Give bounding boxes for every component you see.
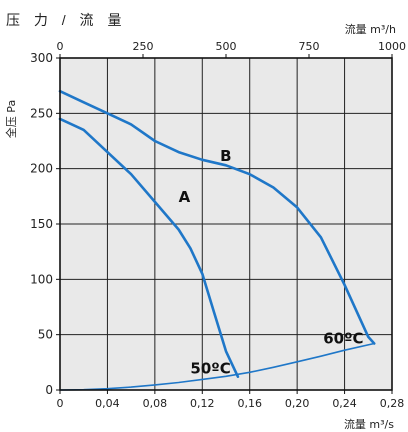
curves: [58, 89, 376, 391]
y-tick-label: 200: [30, 162, 53, 176]
chart-title: 压 力 / 流 量: [6, 12, 127, 28]
x-tick-label: 0,24: [332, 397, 357, 410]
y-axis-label: 全压 Pa: [4, 100, 18, 138]
annotation-label: A: [179, 188, 191, 206]
x-tick-label: 0,28: [380, 397, 405, 410]
x2-tick-label: 500: [216, 40, 237, 53]
x2-tick-label: 0: [57, 40, 64, 53]
annotation-label: 60ºC: [323, 330, 363, 348]
x2-tick-label: 750: [299, 40, 320, 53]
x-tick-label: 0: [57, 397, 64, 410]
annotations: A B 50ºC 60ºC: [179, 147, 364, 377]
axes: 0 50 100 150 200 250 300 0 0,04 0,08 0,12 0,16 0,20 0…: [4, 22, 406, 431]
x-tick-label: 0,16: [237, 397, 262, 410]
curve-b: [58, 89, 376, 345]
curve-a: [58, 117, 240, 379]
y-tick-label: 150: [30, 217, 53, 231]
x-axis-label: 流量 m³/s: [344, 417, 394, 431]
annotation-label: 50ºC: [190, 359, 230, 377]
x-tick-label: 0,12: [190, 397, 215, 410]
x-tick-label: 0,20: [285, 397, 310, 410]
annotation-label: B: [220, 147, 231, 165]
grid-lines: [60, 58, 392, 390]
y-tick-label: 250: [30, 106, 53, 120]
y-tick-label: 300: [30, 51, 53, 65]
x2-tick-label: 1000: [378, 40, 406, 53]
x-tick-label: 0,04: [95, 397, 120, 410]
curve-system: [59, 342, 376, 391]
y-tick-label: 50: [38, 328, 53, 342]
y-tick-label: 0: [45, 383, 53, 397]
y-tick-label: 100: [30, 272, 53, 286]
x2-tick-label: 250: [133, 40, 154, 53]
x-tick-label: 0,08: [143, 397, 168, 410]
x2-axis-label: 流量 m³/h: [345, 22, 396, 36]
